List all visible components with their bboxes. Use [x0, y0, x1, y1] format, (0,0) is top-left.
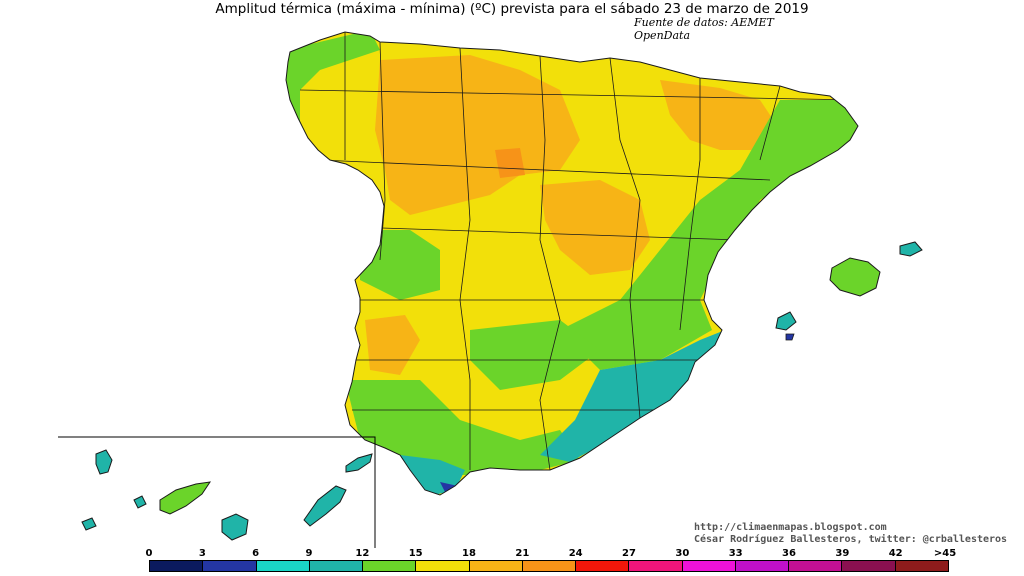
legend-tick-label: 30 [675, 548, 690, 559]
legend-swatch [150, 561, 204, 571]
legend-color-bar [149, 560, 949, 572]
legend-swatch [309, 561, 364, 571]
legend-swatch [842, 561, 896, 571]
legend-tick-label: 18 [462, 548, 476, 559]
legend-swatch [576, 561, 630, 571]
color-scale-legend: 0 3 6 9 12 15 18 21 24 27 30 33 36 39 42 >45 [145, 548, 956, 576]
map-title: Amplitud térmica (máxima - mínima) (ºC) … [215, 1, 809, 17]
legend-tick-label: 0 [145, 548, 153, 559]
legend-swatch [522, 561, 577, 571]
legend-tick-label: 6 [252, 548, 260, 559]
legend-tick-label: 39 [835, 548, 850, 559]
legend-swatch [895, 561, 948, 571]
legend-tick-label: 9 [305, 548, 313, 559]
legend-tick-label: 36 [782, 548, 796, 559]
legend-tick-label: 12 [355, 548, 370, 559]
legend-tick-label: 27 [622, 548, 636, 559]
legend-tick-label: 33 [728, 548, 743, 559]
legend-tick-label: 15 [408, 548, 423, 559]
legend-swatch [629, 561, 683, 571]
legend-tick-label: >45 [933, 548, 957, 559]
credit-author: César Rodríguez Ballesteros, twitter: @c… [694, 534, 1008, 545]
balearic-islands-map [775, 241, 923, 341]
iberian-peninsula-map [285, 31, 859, 496]
legend-swatch [682, 561, 736, 571]
legend-swatch [363, 561, 417, 571]
credit-blog-url: http://climaenmapas.blogspot.com [694, 522, 887, 533]
legend-swatch [256, 561, 310, 571]
data-source: Fuente de datos: AEMET OpenData [634, 16, 774, 42]
legend-tick-label: 21 [515, 548, 530, 559]
legend-swatch [416, 561, 470, 571]
legend-swatch [789, 561, 843, 571]
legend-tick-label: 42 [888, 548, 903, 559]
legend-swatch [735, 561, 790, 571]
legend-swatch [203, 561, 257, 571]
legend-tick-label: 24 [568, 548, 583, 559]
legend-swatch [469, 561, 523, 571]
canary-islands-map [58, 436, 376, 548]
legend-tick-label: 3 [198, 548, 206, 559]
